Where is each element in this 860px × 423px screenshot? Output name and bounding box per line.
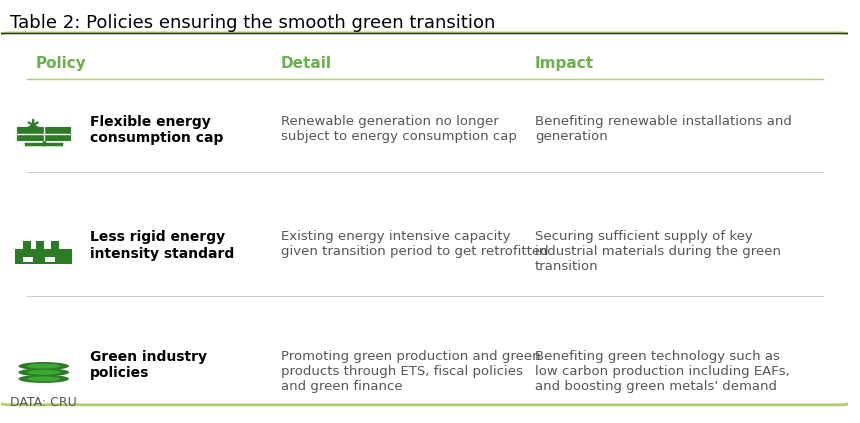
Text: Renewable generation no longer
subject to energy consumption cap: Renewable generation no longer subject t… — [281, 115, 517, 143]
Text: Detail: Detail — [281, 56, 332, 71]
Text: Less rigid energy
intensity standard: Less rigid energy intensity standard — [90, 231, 235, 261]
Text: Policy: Policy — [35, 56, 86, 71]
Ellipse shape — [18, 375, 69, 383]
Ellipse shape — [18, 368, 69, 376]
Text: DATA: CRU: DATA: CRU — [9, 396, 77, 409]
FancyBboxPatch shape — [15, 249, 72, 264]
Ellipse shape — [18, 362, 69, 370]
Text: Benefiting renewable installations and
generation: Benefiting renewable installations and g… — [535, 115, 792, 143]
Text: Securing sufficient supply of key
industrial materials during the green
transiti: Securing sufficient supply of key indust… — [535, 231, 781, 273]
Ellipse shape — [28, 376, 60, 382]
FancyBboxPatch shape — [36, 241, 45, 249]
Text: Promoting green production and green
products through ETS, fiscal policies
and g: Promoting green production and green pro… — [281, 350, 540, 393]
Text: ∗: ∗ — [25, 116, 41, 135]
FancyBboxPatch shape — [23, 241, 31, 249]
Ellipse shape — [28, 370, 60, 375]
FancyBboxPatch shape — [46, 257, 55, 262]
FancyBboxPatch shape — [51, 241, 58, 249]
FancyBboxPatch shape — [0, 33, 857, 405]
Text: Benefiting green technology such as
low carbon production including EAFs,
and bo: Benefiting green technology such as low … — [535, 350, 789, 393]
Text: Existing energy intensive capacity
given transition period to get retrofitted: Existing energy intensive capacity given… — [281, 231, 549, 258]
Text: Table 2: Policies ensuring the smooth green transition: Table 2: Policies ensuring the smooth gr… — [9, 14, 495, 32]
Ellipse shape — [28, 364, 60, 368]
Text: Green industry
policies: Green industry policies — [90, 350, 207, 380]
FancyBboxPatch shape — [17, 127, 71, 140]
FancyBboxPatch shape — [23, 257, 34, 262]
Text: Impact: Impact — [535, 56, 594, 71]
Text: Flexible energy
consumption cap: Flexible energy consumption cap — [90, 115, 224, 145]
